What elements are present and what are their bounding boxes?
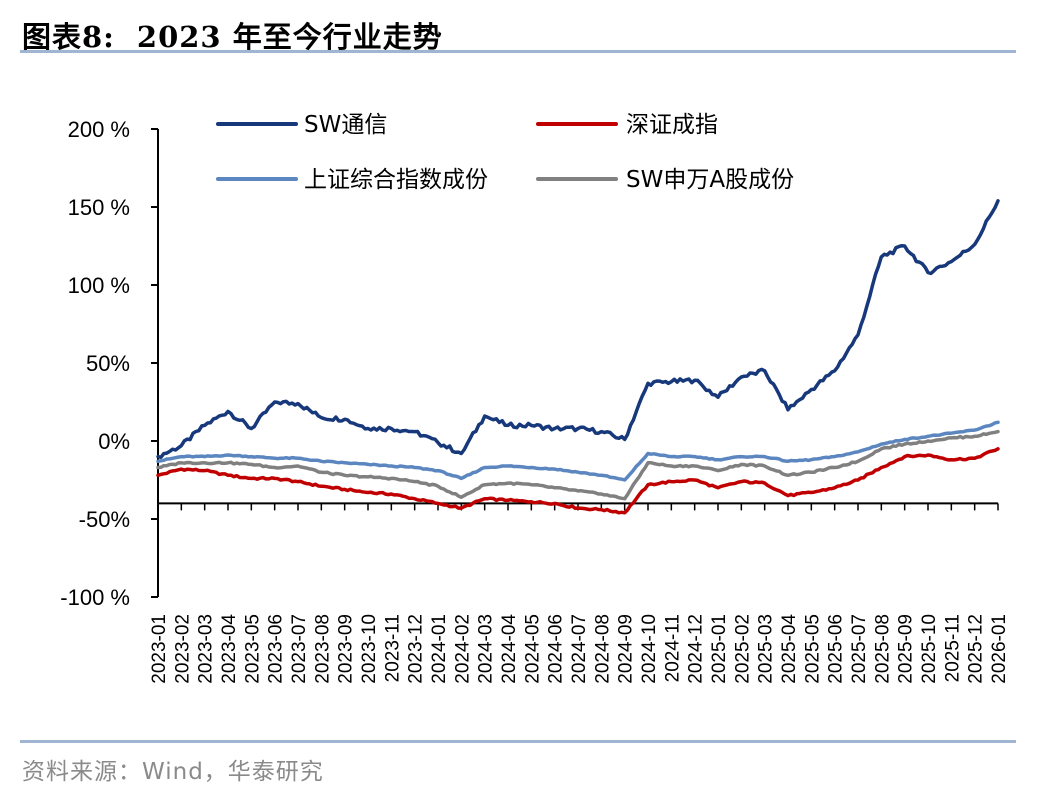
series-line [156, 199, 1000, 460]
x-tick-label: 2023-08 [312, 614, 333, 684]
series-lines [156, 199, 1000, 515]
x-tick-label: 2024-08 [592, 614, 613, 684]
source-divider [20, 740, 1016, 743]
source-note: 资料来源：Wind，华泰研究 [22, 759, 324, 785]
x-tick-label: 2024-04 [499, 614, 520, 684]
x-tick-label: 2023-06 [266, 614, 287, 684]
y-tick-label: -100 % [60, 585, 130, 610]
x-tick-label: 2024-03 [476, 614, 497, 684]
x-tick-label: 2025-01 [709, 614, 730, 684]
y-tick-label: 200 % [68, 117, 130, 142]
x-tick-label: 2023-02 [172, 614, 193, 684]
x-tick-label: 2023-07 [289, 614, 310, 684]
axes: 200 %150 %100 %50%0%-50%-100 %2023-01 202… [60, 117, 1010, 684]
x-tick-label: 2024-12 [686, 614, 707, 684]
x-tick-label: 2025-09 [896, 614, 917, 684]
legend-label: SW申万A股成份 [626, 167, 794, 193]
figure-title: 图表8: 2023 年至今行业走势 [22, 14, 443, 56]
x-tick-label: 2025-11 [942, 614, 963, 682]
x-tick-label: 2025-10 [919, 614, 940, 684]
x-tick-label: 2026-01 [989, 614, 1010, 684]
series-line [156, 447, 1000, 515]
x-tick-label: 2023-11 [382, 614, 403, 682]
x-tick-label: 2024-01 [429, 614, 450, 684]
y-tick-label: 100 % [68, 273, 130, 298]
x-tick-label: 2025-02 [732, 614, 753, 684]
x-tick-label: 2023-12 [406, 614, 427, 684]
y-tick-label: 150 % [68, 195, 130, 220]
x-tick-label: 2024-09 [616, 614, 637, 684]
x-tick-label: 2023-04 [219, 614, 240, 684]
x-tick-label: 2025-08 [872, 614, 893, 684]
x-tick-label: 2023-09 [336, 614, 357, 684]
x-tick-label: 2023-05 [242, 614, 263, 684]
x-tick-label: 2024-07 [569, 614, 590, 684]
title-divider [20, 50, 1016, 53]
x-tick-label: 2025-06 [826, 614, 847, 684]
y-tick-label: 50% [86, 351, 130, 376]
y-tick-label: 0% [98, 429, 130, 454]
x-tick-label: 2025-04 [779, 614, 800, 684]
legend-label: 深证成指 [626, 112, 718, 138]
x-tick-label: 2025-12 [966, 614, 987, 684]
x-tick-label: 2023-10 [359, 614, 380, 684]
y-tick-label: -50% [79, 507, 130, 532]
x-tick-label: 2023-01 [149, 614, 170, 684]
x-tick-label: 2024-06 [546, 614, 567, 684]
series-line [156, 420, 1000, 482]
x-tick-label: 2025-05 [802, 614, 823, 684]
figure-title-text: 2023 年至今行业走势 [136, 20, 443, 54]
legend-label: 上证综合指数成份 [304, 167, 488, 193]
figure-number: 图表8: [22, 20, 115, 54]
x-tick-label: 2024-05 [522, 614, 543, 684]
x-tick-label: 2024-02 [452, 614, 473, 684]
x-tick-label: 2025-07 [849, 614, 870, 684]
x-tick-label: 2023-03 [196, 614, 217, 684]
x-tick-label: 2024-10 [639, 614, 660, 684]
series-line [156, 429, 1000, 501]
x-tick-label: 2024-11 [662, 614, 683, 682]
legend-label: SW通信 [304, 112, 387, 138]
x-tick-label: 2025-03 [756, 614, 777, 684]
